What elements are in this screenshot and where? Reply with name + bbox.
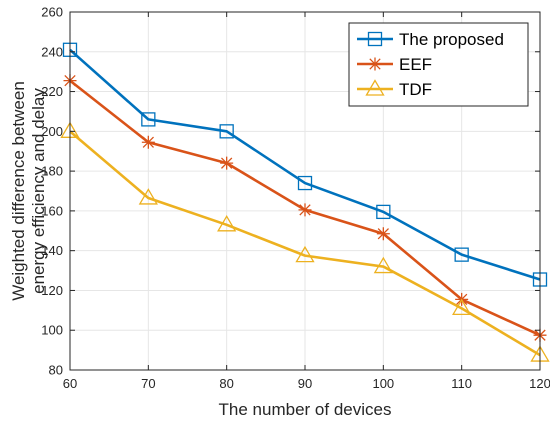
- series-2: [60, 121, 550, 362]
- data-point-marker: [297, 175, 313, 191]
- legend-marker: [365, 79, 385, 96]
- x-axis-title: The number of devices: [219, 400, 392, 419]
- y-tick-label: 180: [41, 164, 63, 179]
- y-tick-label: 120: [41, 283, 63, 298]
- series-group: [60, 42, 550, 362]
- x-tick-label: 110: [451, 376, 472, 391]
- data-point-marker: [138, 188, 158, 205]
- y-axis-title-line-1: Weighted difference between: [9, 81, 28, 301]
- data-point-marker: [219, 124, 234, 139]
- legend-label: EEF: [399, 55, 432, 74]
- x-tick-label: 70: [141, 376, 155, 391]
- x-tick-label: 80: [219, 376, 233, 391]
- data-point-marker: [452, 298, 472, 315]
- axes: [69, 11, 541, 371]
- data-point-marker: [217, 215, 237, 232]
- legend-item: EEF: [357, 55, 432, 74]
- x-tick-label: 100: [372, 376, 394, 391]
- tick-labels: 60 70 80 90 100 110 120 80 100 120 140 160 180 200 220…: [41, 5, 550, 392]
- legend-marker: [368, 57, 382, 71]
- data-point-marker: [295, 245, 315, 263]
- data-point-marker: [376, 204, 391, 220]
- y-axis-title-line-2: energy efficiency and delay: [29, 88, 48, 294]
- legend-marker: [367, 31, 383, 47]
- series-line: [69, 48, 541, 281]
- y-tick-label: 260: [41, 5, 63, 20]
- data-point-marker: [298, 203, 312, 217]
- legend: The proposed EEF TDF: [348, 22, 529, 107]
- x-tick-label: 120: [529, 376, 550, 391]
- data-point-marker: [220, 156, 234, 170]
- y-tick-label: 240: [41, 44, 63, 59]
- data-point-marker: [454, 247, 469, 262]
- series-line: [69, 130, 541, 357]
- y-tick-label: 160: [41, 203, 63, 218]
- x-tick-label: 60: [63, 376, 77, 391]
- legend-item: TDF: [357, 79, 432, 99]
- y-tick-label: 220: [41, 84, 63, 99]
- legend-label: The proposed: [399, 30, 504, 49]
- legend-label: TDF: [399, 80, 432, 99]
- y-tick-label: 80: [49, 363, 63, 378]
- y-tick-label: 100: [41, 323, 63, 338]
- legend-item: The proposed: [357, 30, 504, 49]
- y-tick-label: 200: [41, 124, 63, 139]
- data-point-marker: [373, 256, 393, 274]
- data-point-marker: [376, 227, 390, 241]
- x-tick-label: 90: [298, 376, 312, 391]
- data-point-marker: [141, 112, 156, 127]
- y-tick-label: 140: [41, 243, 63, 258]
- data-point-marker: [141, 135, 155, 149]
